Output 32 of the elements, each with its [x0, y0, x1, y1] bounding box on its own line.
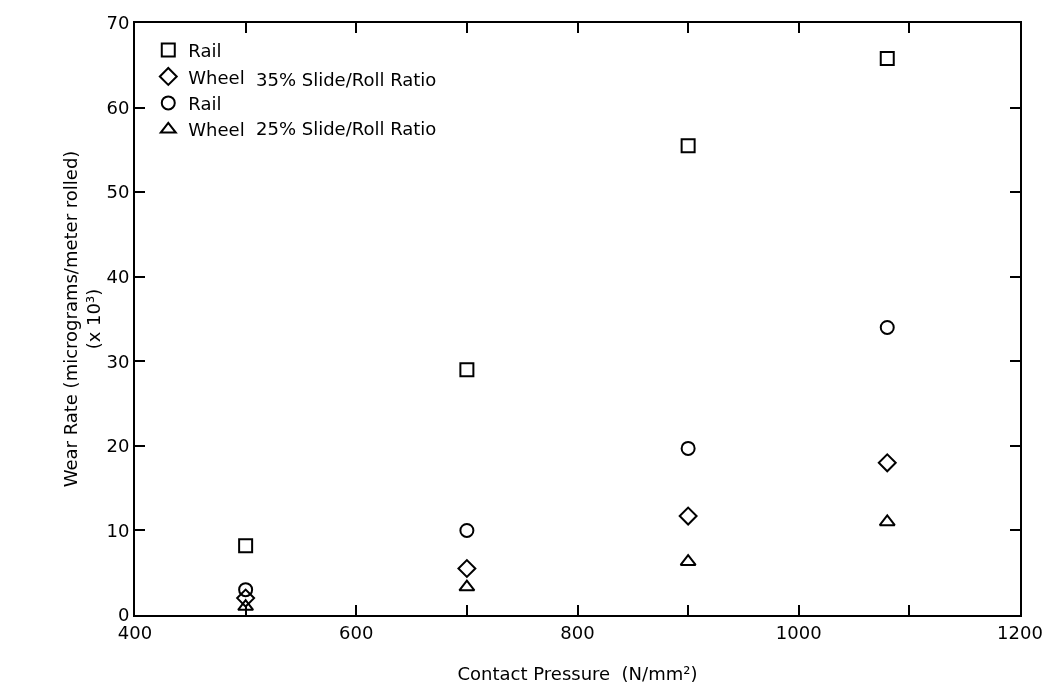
point	[238, 538, 254, 554]
y-tick-label: 20	[106, 435, 130, 457]
x-tick-label: 800	[560, 621, 595, 643]
y-tick-label: 30	[106, 350, 130, 372]
y-tick-label: 50	[106, 181, 130, 203]
point	[878, 514, 896, 527]
legend-label: Rail	[188, 40, 222, 62]
y-axis-title: Wear Rate (micrograms/meter rolled) (x 10³)	[60, 150, 105, 488]
point	[680, 138, 696, 154]
x-tick-label: 1200	[997, 621, 1043, 643]
annotation: 25% Slide/Roll Ratio	[256, 118, 437, 139]
point	[680, 440, 696, 456]
point	[678, 506, 698, 526]
y-tick-label: 70	[106, 12, 130, 34]
annotation: 35% Slide/Roll Ratio	[256, 69, 437, 90]
point	[457, 559, 477, 578]
y-tick-label: 60	[106, 96, 130, 118]
point	[879, 319, 895, 335]
x-tick-label: 1000	[775, 621, 822, 643]
x-tick-label: 600	[339, 621, 374, 643]
point	[236, 588, 256, 608]
legend-label: Wheel	[188, 66, 245, 88]
point	[877, 453, 897, 473]
legend-label: Wheel	[188, 119, 245, 141]
point	[458, 579, 476, 592]
legend-label: Rail	[188, 92, 222, 114]
point	[459, 362, 475, 378]
y-tick-label: 40	[106, 266, 130, 288]
point	[879, 51, 895, 67]
y-tick-label: 10	[106, 519, 130, 541]
point	[459, 522, 475, 538]
x-axis-title: Contact Pressure (N/mm²)	[457, 663, 698, 684]
